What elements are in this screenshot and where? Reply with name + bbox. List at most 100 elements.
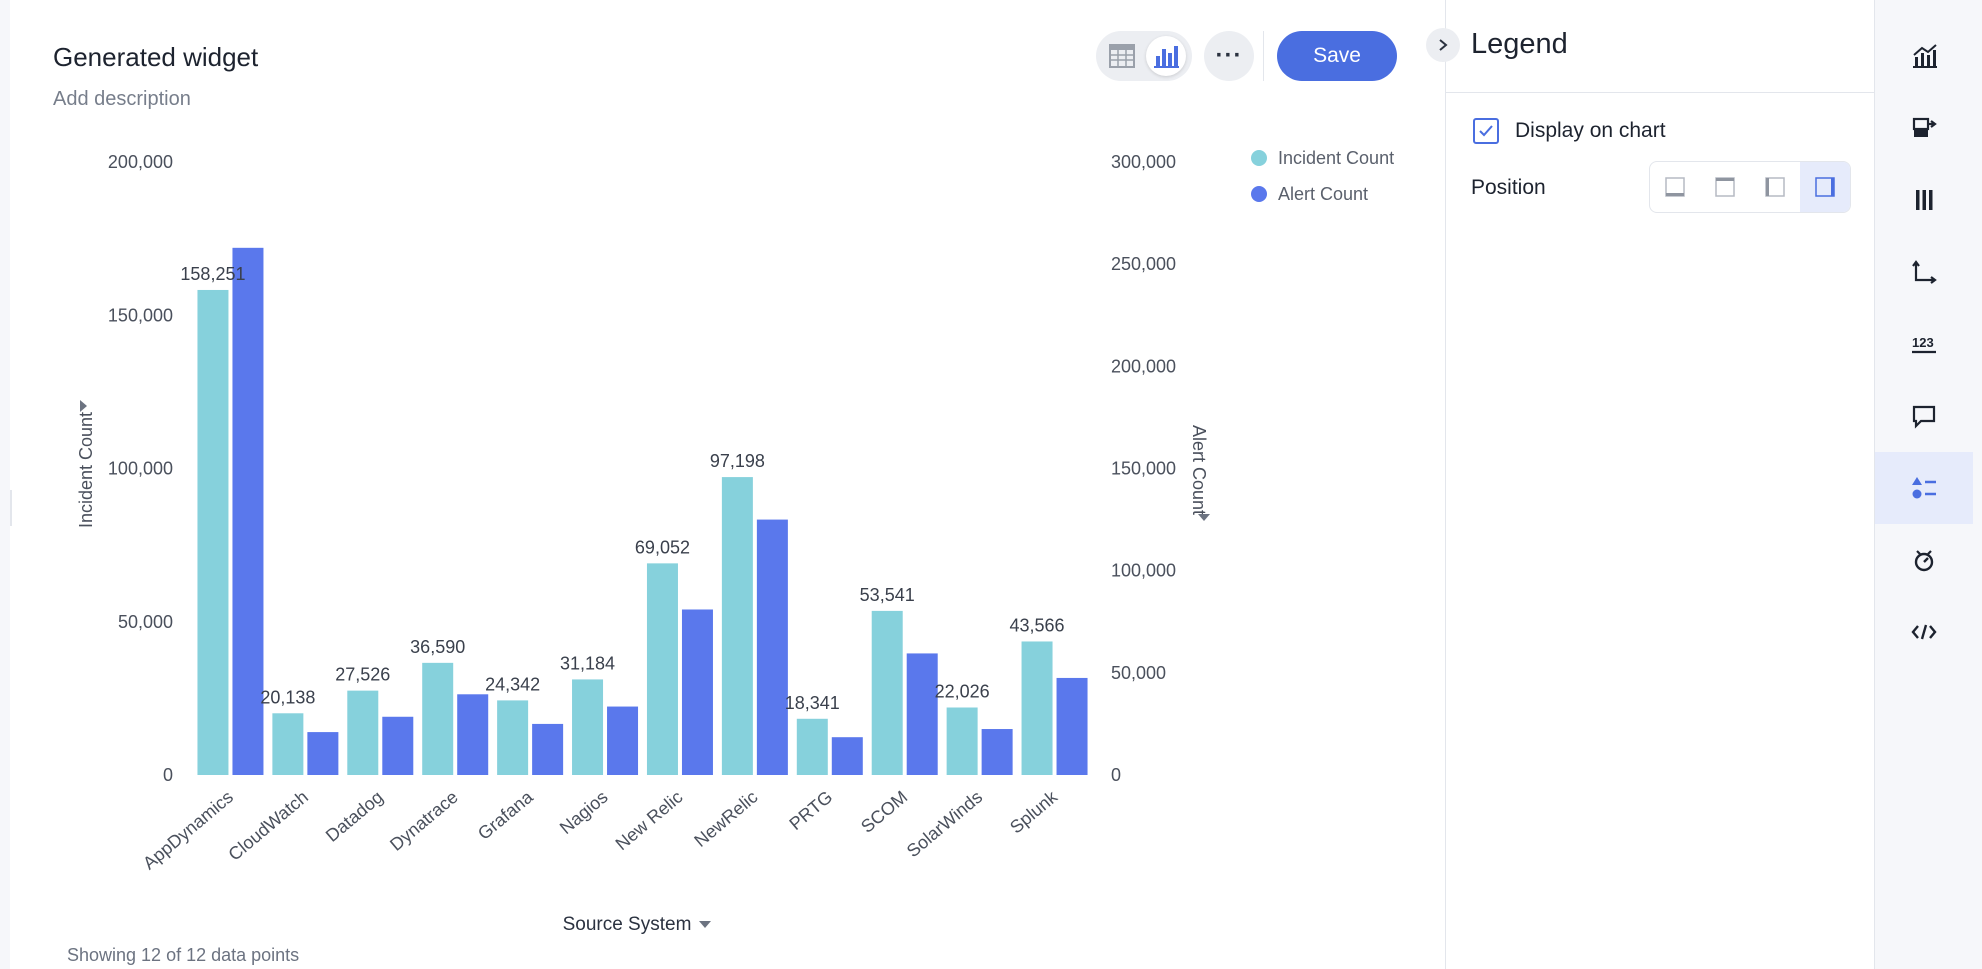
resize-edge[interactable] [10,490,12,526]
bar-alert-count [681,609,713,775]
tooltip-icon [1912,405,1936,429]
bar-incident-count [497,700,529,775]
legend-left-icon [1765,177,1785,197]
position-label: Position [1471,176,1546,199]
svg-text:123: 123 [1912,335,1934,350]
data-label: 24,342 [485,674,540,694]
description-field[interactable]: Add description [53,88,191,110]
data-label: 18,341 [785,693,840,713]
chevron-down-icon [699,921,711,928]
x-tick-label: SCOM [857,787,911,837]
bar-alert-count [532,723,564,775]
bar-incident-count [1021,641,1053,775]
data-label: 36,590 [410,637,465,657]
rail-conditional-format[interactable] [1875,524,1973,596]
data-label: 69,052 [635,537,690,557]
bar-incident-count [422,662,454,775]
bar-alert-count [756,519,788,775]
y-right-tick-label: 150,000 [1111,459,1176,479]
table-view-button[interactable] [1102,36,1142,76]
y-left-tick-label: 150,000 [108,305,173,325]
legend-label: Incident Count [1278,148,1394,168]
rail-columns[interactable] [1875,164,1973,236]
legend-bottom-icon [1665,177,1685,197]
bar-incident-count [572,679,604,775]
bar-alert-count [1056,677,1088,775]
legend-label: Alert Count [1278,184,1368,204]
toolbar-divider [1263,31,1264,81]
collapse-panel-button[interactable] [1426,28,1460,62]
chart-view-button[interactable] [1146,36,1186,76]
bar-incident-count [197,289,229,775]
x-axis-title: Source System [563,914,692,935]
position-selector[interactable] [1649,161,1851,213]
bar-alert-count [307,732,339,775]
x-tick-label: AppDynamics [139,787,237,874]
data-label: 22,026 [935,681,990,701]
x-tick-label: SolarWinds [903,787,986,861]
y-left-tick-label: 100,000 [108,459,173,479]
data-label: 53,541 [860,585,915,605]
data-label: 97,198 [710,451,765,471]
rail-code[interactable] [1875,596,1973,668]
bar-alert-count [831,737,863,775]
widget-title[interactable]: Generated widget [53,42,259,72]
axes-icon [1912,260,1937,284]
data-label: 31,184 [560,653,615,673]
bar-alert-count [382,716,414,775]
settings-rail: 123 [1874,0,1982,969]
y-left-axis-title: Incident Count [76,412,96,528]
checkmark-icon [1479,125,1493,137]
data-points-note: Showing 12 of 12 data points [67,945,300,965]
bar-alert-count [457,694,489,775]
y-left-tick-label: 200,000 [108,152,173,172]
swap-icon [1912,117,1937,137]
axis-sort-icon [1198,514,1210,521]
y-right-tick-label: 50,000 [1111,663,1166,683]
rail-axes[interactable] [1875,236,1973,308]
bar-incident-count [871,610,903,775]
save-button[interactable]: Save [1277,31,1397,81]
y-right-tick-label: 200,000 [1111,356,1176,376]
y-right-tick-label: 250,000 [1111,254,1176,274]
chevron-right-icon [1439,39,1448,51]
display-on-chart-row[interactable]: Display on chart [1473,118,1666,144]
position-top-button[interactable] [1700,162,1750,212]
rail-legend[interactable] [1875,452,1973,524]
rail-tooltip[interactable] [1875,380,1973,452]
y-right-axis-title: Alert Count [1189,425,1209,515]
bar-incident-count [646,563,678,775]
number-format-icon: 123 [1912,335,1936,354]
display-on-chart-checkbox[interactable] [1473,118,1499,144]
y-right-tick-label: 100,000 [1111,561,1176,581]
more-options-button[interactable]: ··· [1204,31,1254,81]
data-label: 158,251 [180,264,245,284]
view-toggle[interactable] [1096,31,1192,81]
widget-canvas: Generated widget Add description ··· [10,0,1445,969]
position-left-button[interactable] [1750,162,1800,212]
bar-incident-count [347,690,379,775]
y-right-tick-label: 300,000 [1111,152,1176,172]
data-label: 27,526 [335,665,390,685]
bar-incident-count [796,718,828,775]
legend-right-icon [1815,177,1835,197]
data-label: 43,566 [1010,615,1065,635]
columns-icon [1916,190,1933,210]
x-tick-label: Nagios [556,787,612,838]
x-tick-label: Datadog [322,787,387,846]
position-bottom-button[interactable] [1650,162,1700,212]
display-on-chart-label: Display on chart [1515,119,1666,142]
bar-incident-count [721,477,753,775]
bar-incident-count [272,713,304,775]
bar-chart: 0 50,000 100,000 150,000 200,000 0 50,000 100,0… [76,148,1394,935]
bar-alert-count [906,653,938,775]
bar-alert-count [232,247,264,775]
legend-icon [1912,477,1936,499]
legend-settings-panel: Legend Display on chart Position [1445,0,1874,969]
code-icon [1911,624,1937,640]
position-right-button[interactable] [1800,162,1850,212]
rail-number-format[interactable]: 123 [1875,308,1973,380]
rail-swap[interactable] [1875,92,1973,164]
x-tick-label: Splunk [1006,786,1062,837]
rail-chart-type[interactable] [1875,20,1973,92]
